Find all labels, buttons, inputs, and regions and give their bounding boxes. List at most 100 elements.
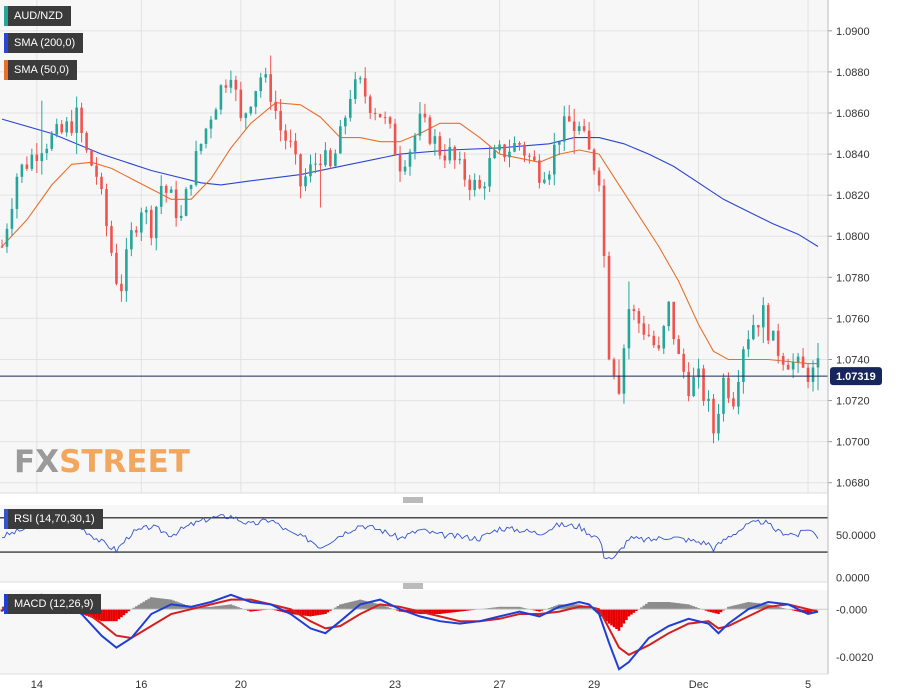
candle-body <box>781 355 785 365</box>
candle-body <box>697 368 700 378</box>
candle-body <box>413 135 417 152</box>
candle-body <box>488 158 491 187</box>
candle-body <box>249 106 253 114</box>
legend-sma50[interactable]: SMA (50,0) <box>4 60 78 80</box>
candle-body <box>164 185 168 193</box>
candle-body <box>239 89 243 118</box>
candle-body <box>264 74 268 78</box>
candle-body <box>90 150 93 166</box>
candle-body <box>612 359 616 376</box>
rsi-panel-background <box>0 505 828 582</box>
candle-body <box>135 230 138 233</box>
candle-body <box>722 377 725 414</box>
candle-body <box>752 325 755 340</box>
macd-tick-label: -0.000 <box>836 604 867 616</box>
candle-body <box>627 309 631 349</box>
y-tick-label: 1.0880 <box>836 67 870 79</box>
candle-body <box>324 150 327 166</box>
candle-body <box>140 212 143 233</box>
candle-body <box>702 368 705 402</box>
candle-body <box>144 209 148 213</box>
candle-body <box>368 96 372 113</box>
candle-body <box>184 189 188 216</box>
y-tick-label: 1.0900 <box>836 26 870 38</box>
candle-body <box>687 371 690 397</box>
candle-body <box>552 144 556 175</box>
candlestick-series <box>0 55 820 444</box>
candle-body <box>353 79 357 100</box>
rsi-panel[interactable] <box>0 505 828 582</box>
candle-body <box>0 246 4 248</box>
candle-body <box>10 208 14 229</box>
candle-body <box>617 375 621 394</box>
legend-rsi[interactable]: RSI (14,70,30,1) <box>4 509 103 529</box>
candle-body <box>254 91 258 107</box>
candle-body <box>234 79 238 90</box>
macd-panel[interactable] <box>0 590 828 674</box>
candle-body <box>737 381 740 407</box>
candle-body <box>607 255 611 360</box>
candle-body <box>169 189 173 193</box>
candle-body <box>786 364 790 370</box>
candle-body <box>543 179 546 183</box>
candle-body <box>712 398 715 434</box>
candle-body <box>314 163 317 165</box>
rsi-line <box>1 514 819 560</box>
candle-body <box>468 179 472 191</box>
candle-body <box>602 185 606 256</box>
candle-body <box>304 176 307 187</box>
candle-body <box>130 230 133 250</box>
candle-body <box>80 107 83 134</box>
candle-body <box>289 140 292 142</box>
y-tick-label: 1.0700 <box>836 437 870 449</box>
candle-body <box>159 185 163 207</box>
candle-body <box>672 301 676 340</box>
candle-body <box>727 377 730 399</box>
candle-body <box>35 154 39 162</box>
candle-body <box>25 164 29 169</box>
legend-macd[interactable]: MACD (12,26,9) <box>4 594 102 614</box>
candle-body <box>483 186 486 189</box>
candle-body <box>378 113 382 118</box>
candle-body <box>498 144 501 151</box>
chart-axes: 14 16 20 23 27 29 Dec 5 1.0900 1.0880 1.0860 1.0840… <box>0 0 876 691</box>
candle-body <box>577 126 581 132</box>
candle-body <box>493 150 496 159</box>
candle-body <box>65 121 68 133</box>
candle-body <box>403 166 407 172</box>
legend-symbol[interactable]: AUD/NZD <box>4 6 71 26</box>
candle-body <box>662 326 666 349</box>
panel-resize-handles[interactable] <box>403 497 423 589</box>
candle-body <box>339 126 342 154</box>
rsi-tick-label: 0.0000 <box>836 573 870 585</box>
candle-body <box>667 301 671 327</box>
candle-body <box>438 136 442 156</box>
candle-body <box>587 130 591 150</box>
candle-body <box>334 153 337 167</box>
candle-body <box>363 78 367 97</box>
candle-body <box>657 345 661 349</box>
candle-body <box>179 215 183 219</box>
candle-body <box>189 184 193 190</box>
candle-body <box>15 176 19 209</box>
candle-body <box>423 113 427 118</box>
candle-body <box>597 170 601 186</box>
candle-body <box>348 99 352 118</box>
candle-body <box>811 367 815 382</box>
candle-body <box>458 159 462 161</box>
candle-body <box>453 146 457 161</box>
candle-body <box>771 330 775 341</box>
candle-body <box>115 252 118 284</box>
candle-body <box>149 209 153 239</box>
main-price-panel[interactable] <box>0 0 828 493</box>
candle-body <box>682 353 685 372</box>
legend-sma200[interactable]: SMA (200,0) <box>4 33 84 53</box>
candle-body <box>791 362 795 370</box>
candle-body <box>478 179 481 189</box>
fxstreet-logo: FXSTREET <box>14 444 190 480</box>
candle-body <box>557 141 561 145</box>
candle-body <box>75 107 78 133</box>
macd-signal-line <box>1 596 819 656</box>
candle-body <box>732 398 735 407</box>
